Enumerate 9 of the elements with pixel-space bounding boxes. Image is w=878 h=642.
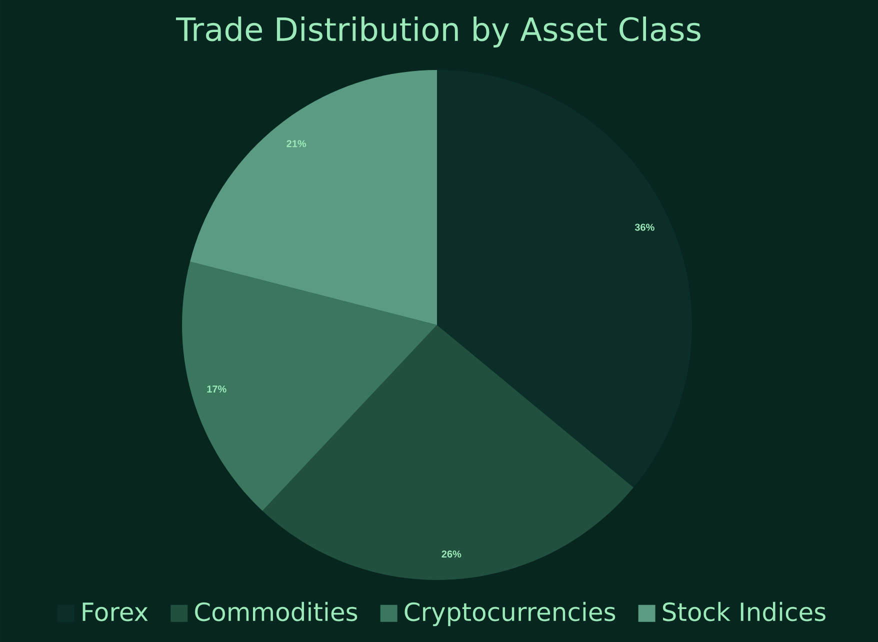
legend-label: Stock Indices [662,602,826,622]
chart-title: Trade Distribution by Asset Class [176,16,700,48]
legend-label: Cryptocurrencies [404,602,616,626]
data-label: 17% [207,385,226,393]
legend-label: Commodities [195,602,358,622]
legend-label: Forex [82,602,148,622]
data-label: 21% [286,140,306,148]
data-label: 26% [442,550,462,558]
data-label: 36% [634,224,654,231]
